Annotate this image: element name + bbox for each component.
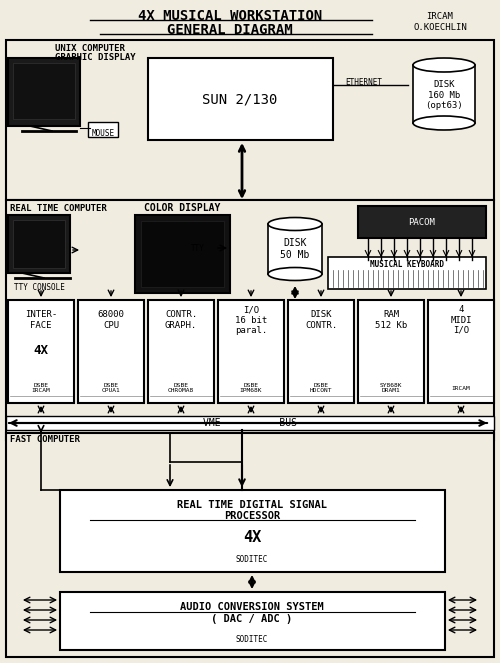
Text: TTY CONSOLE: TTY CONSOLE (14, 282, 64, 292)
Text: ( DAC / ADC ): ( DAC / ADC ) (212, 614, 292, 624)
Bar (288, 300, 354, 403)
Text: REAL TIME DIGITAL SIGNAL: REAL TIME DIGITAL SIGNAL (177, 500, 327, 510)
Bar (6, 40, 494, 200)
Text: IRCAM: IRCAM (426, 11, 454, 21)
Text: MUSICAL KEYBOARD: MUSICAL KEYBOARD (370, 259, 444, 269)
Text: O.KOECHLIN: O.KOECHLIN (413, 23, 467, 32)
Text: COLOR DISPLAY: COLOR DISPLAY (144, 203, 220, 213)
Bar (60, 592, 445, 650)
Text: DSBE
IRCAM: DSBE IRCAM (32, 383, 50, 393)
Text: IRCAM: IRCAM (452, 385, 470, 391)
Bar (358, 206, 486, 238)
Text: REAL TIME COMPUTER: REAL TIME COMPUTER (10, 204, 107, 213)
Bar (358, 300, 424, 403)
Text: DISK
50 Mb: DISK 50 Mb (280, 238, 310, 260)
Text: INTER-
FACE: INTER- FACE (25, 310, 57, 330)
Text: DSBE
IPM68K: DSBE IPM68K (240, 383, 262, 393)
Ellipse shape (268, 217, 322, 231)
Text: SY868K
DRAM1: SY868K DRAM1 (380, 383, 402, 393)
Text: DSBE
CPUA1: DSBE CPUA1 (102, 383, 120, 393)
Bar (8, 300, 74, 403)
Text: SUN 2/130: SUN 2/130 (202, 92, 278, 106)
Bar (8, 58, 80, 126)
Text: TTY: TTY (191, 243, 205, 253)
Bar (60, 490, 445, 572)
Text: ETHERNET: ETHERNET (346, 78, 383, 86)
Text: PACOM: PACOM (408, 217, 436, 227)
Text: 4X: 4X (34, 343, 48, 357)
Bar (413, 65, 475, 123)
Bar (6, 200, 494, 440)
Text: PROCESSOR: PROCESSOR (224, 511, 280, 521)
Text: 4X MUSICAL WORKSTATION: 4X MUSICAL WORKSTATION (138, 9, 322, 23)
Text: RAM
512 Kb: RAM 512 Kb (375, 310, 407, 330)
Text: DSBE
CHROMA8: DSBE CHROMA8 (168, 383, 194, 393)
Text: DSBE
HDCONT: DSBE HDCONT (310, 383, 332, 393)
Text: CONTR.
GRAPH.: CONTR. GRAPH. (165, 310, 197, 330)
Ellipse shape (413, 116, 475, 130)
Text: SODITEC: SODITEC (236, 556, 268, 564)
Text: SODITEC: SODITEC (236, 636, 268, 644)
Text: AUDIO CONVERSION SYSTEM: AUDIO CONVERSION SYSTEM (180, 602, 324, 612)
Bar (135, 215, 230, 293)
Ellipse shape (413, 58, 475, 72)
Text: DISK
CONTR.: DISK CONTR. (305, 310, 337, 330)
Text: UNIX COMPUTER: UNIX COMPUTER (55, 44, 125, 52)
Text: I/O
16 bit
paral.: I/O 16 bit paral. (235, 305, 267, 335)
Text: 4
MIDI
I/O: 4 MIDI I/O (450, 305, 472, 335)
Bar (13, 220, 65, 268)
Text: DISK
160 Mb
(opt63): DISK 160 Mb (opt63) (425, 80, 463, 110)
Bar (88, 122, 118, 137)
Bar (13, 63, 75, 119)
Text: 4X: 4X (243, 530, 261, 546)
Text: 68000
CPU: 68000 CPU (98, 310, 124, 330)
Text: VME          BUS: VME BUS (203, 418, 297, 428)
Ellipse shape (268, 267, 322, 280)
Bar (141, 221, 224, 287)
Text: FAST COMPUTER: FAST COMPUTER (10, 436, 80, 444)
Bar (8, 215, 70, 273)
Bar (6, 416, 494, 430)
Text: GENERAL DIAGRAM: GENERAL DIAGRAM (167, 23, 293, 37)
Bar (6, 433, 494, 657)
Bar (268, 224, 322, 274)
Text: GRAPHIC DISPLAY: GRAPHIC DISPLAY (55, 52, 136, 62)
Bar (78, 300, 144, 403)
Bar (218, 300, 284, 403)
Text: MOUSE: MOUSE (92, 129, 114, 137)
Bar (328, 257, 486, 289)
Bar (428, 300, 494, 403)
Bar (148, 58, 333, 140)
Bar (148, 300, 214, 403)
